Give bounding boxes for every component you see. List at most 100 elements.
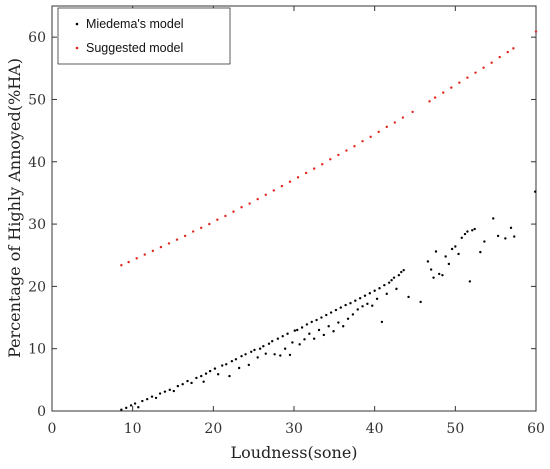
data-point bbox=[129, 404, 133, 407]
data-point bbox=[202, 380, 205, 383]
data-point bbox=[133, 402, 137, 405]
data-point bbox=[256, 197, 259, 201]
data-point bbox=[154, 396, 158, 400]
data-point bbox=[240, 354, 243, 358]
data-point bbox=[264, 193, 267, 196]
data-point bbox=[496, 234, 500, 238]
data-point bbox=[280, 184, 284, 188]
data-point bbox=[296, 328, 299, 332]
data-point bbox=[298, 343, 301, 346]
data-points bbox=[120, 30, 538, 411]
data-point bbox=[479, 250, 482, 254]
data-point bbox=[349, 302, 352, 305]
data-point bbox=[125, 406, 128, 410]
data-point bbox=[176, 384, 180, 388]
data-point bbox=[373, 289, 376, 292]
data-point bbox=[433, 96, 437, 99]
y-tick-label: 10 bbox=[28, 342, 46, 358]
data-point bbox=[213, 367, 217, 370]
data-point bbox=[216, 218, 219, 221]
data-point bbox=[288, 353, 292, 357]
data-point bbox=[419, 300, 422, 304]
data-point bbox=[390, 278, 393, 282]
y-tick-label: 30 bbox=[28, 217, 46, 233]
data-point bbox=[281, 335, 284, 338]
data-point bbox=[442, 91, 445, 94]
data-point bbox=[286, 332, 289, 335]
data-point bbox=[159, 245, 163, 249]
data-point bbox=[358, 297, 362, 300]
legend: Miedema's model Suggested model bbox=[57, 7, 231, 65]
x-axis: 0 10 20 30 40 50 60 bbox=[48, 6, 545, 437]
data-point bbox=[248, 202, 251, 205]
data-point bbox=[377, 130, 380, 134]
data-point bbox=[397, 273, 401, 277]
data-point bbox=[127, 260, 130, 264]
data-point bbox=[337, 321, 340, 324]
data-point bbox=[366, 302, 369, 306]
data-point bbox=[300, 326, 304, 329]
data-point bbox=[308, 332, 311, 335]
series-1 bbox=[120, 30, 538, 267]
data-point bbox=[234, 358, 238, 361]
x-tick-label: 10 bbox=[124, 421, 142, 437]
data-point bbox=[230, 359, 234, 363]
data-point bbox=[353, 144, 356, 148]
legend-marker-suggested bbox=[75, 46, 79, 50]
data-point bbox=[534, 30, 538, 33]
data-point bbox=[317, 328, 321, 332]
data-point bbox=[250, 350, 253, 354]
data-point bbox=[429, 268, 433, 271]
data-point bbox=[258, 347, 262, 350]
data-point bbox=[321, 163, 324, 166]
data-point bbox=[315, 318, 318, 322]
data-point bbox=[498, 55, 501, 59]
data-point bbox=[438, 272, 441, 276]
x-tick-label: 30 bbox=[285, 421, 303, 437]
data-point bbox=[533, 190, 537, 193]
data-point bbox=[312, 337, 316, 340]
data-point bbox=[428, 100, 431, 103]
y-tick-label: 0 bbox=[37, 404, 46, 420]
data-point bbox=[183, 234, 187, 238]
data-point bbox=[385, 125, 388, 129]
data-point bbox=[273, 353, 276, 356]
data-point bbox=[310, 320, 313, 324]
data-point bbox=[221, 364, 224, 367]
x-tick-label: 60 bbox=[527, 421, 545, 437]
data-point bbox=[135, 257, 138, 260]
data-point bbox=[329, 311, 333, 314]
data-point bbox=[504, 237, 507, 240]
data-point bbox=[253, 348, 256, 352]
legend-label-miedema: Miedema's model bbox=[86, 17, 184, 31]
data-point bbox=[195, 376, 198, 380]
data-point bbox=[288, 180, 292, 183]
data-point bbox=[363, 294, 367, 297]
data-point bbox=[208, 369, 212, 373]
data-point bbox=[393, 121, 397, 124]
data-point bbox=[466, 230, 469, 233]
data-point bbox=[256, 356, 259, 359]
data-point bbox=[181, 383, 184, 386]
y-tick-label: 20 bbox=[28, 279, 46, 295]
x-tick-label: 40 bbox=[366, 421, 384, 437]
data-point bbox=[400, 270, 403, 274]
data-point bbox=[200, 226, 203, 230]
x-tick-label: 20 bbox=[204, 421, 222, 437]
data-point bbox=[279, 354, 282, 357]
data-point bbox=[346, 317, 350, 320]
data-point bbox=[291, 341, 294, 344]
data-point bbox=[402, 268, 405, 272]
data-point bbox=[395, 287, 398, 291]
data-point bbox=[434, 250, 438, 253]
data-point bbox=[450, 247, 454, 251]
data-point bbox=[272, 189, 276, 192]
data-point bbox=[483, 240, 486, 243]
data-point bbox=[225, 363, 228, 366]
data-point bbox=[320, 316, 323, 319]
data-point bbox=[432, 276, 435, 279]
data-point bbox=[466, 76, 469, 79]
data-point bbox=[383, 283, 386, 287]
data-point bbox=[120, 264, 123, 267]
data-point bbox=[351, 313, 355, 316]
